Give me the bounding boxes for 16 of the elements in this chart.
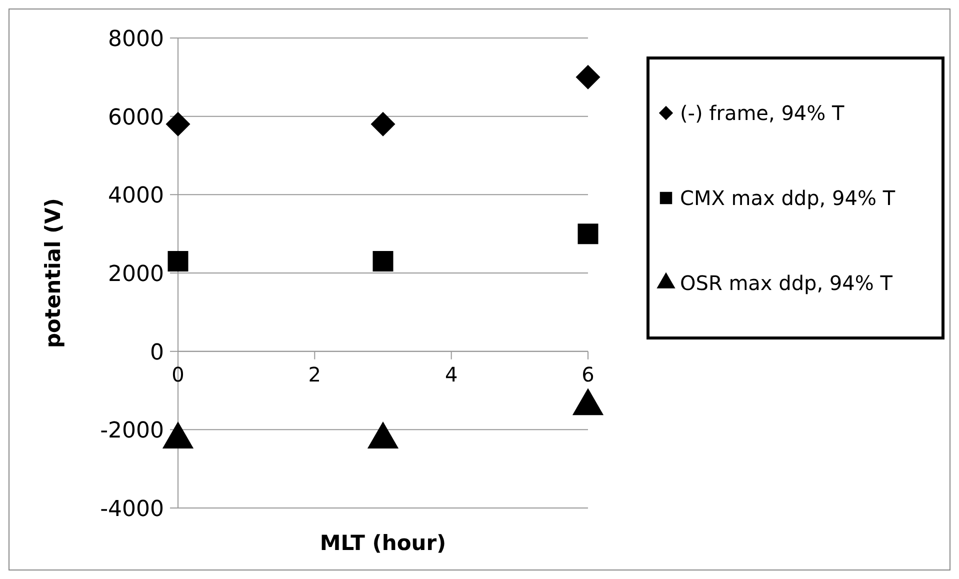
y-tick-label: 0 [150,340,164,366]
y-tick-label: 8000 [108,27,164,52]
x-tick-label: 0 [172,362,184,386]
y-tick-label: -2000 [100,418,164,444]
y-tick-label: 2000 [108,262,164,287]
y-tick-label: 6000 [108,105,164,130]
x-tick-label: 4 [444,362,458,386]
legend-label: CMX max ddp, 94% T [680,186,896,210]
y-tick-label: 4000 [108,184,164,209]
x-tick-label: 2 [308,362,322,386]
x-axis-title: MLT (hour) [320,531,446,555]
legend-label: OSR max ddp, 94% T [680,271,894,295]
x-tick-label: 6 [582,362,594,386]
y-axis-title: potential (V) [41,198,65,348]
legend-label: (-) frame, 94% T [680,101,846,125]
y-tick-label: -4000 [100,497,164,522]
